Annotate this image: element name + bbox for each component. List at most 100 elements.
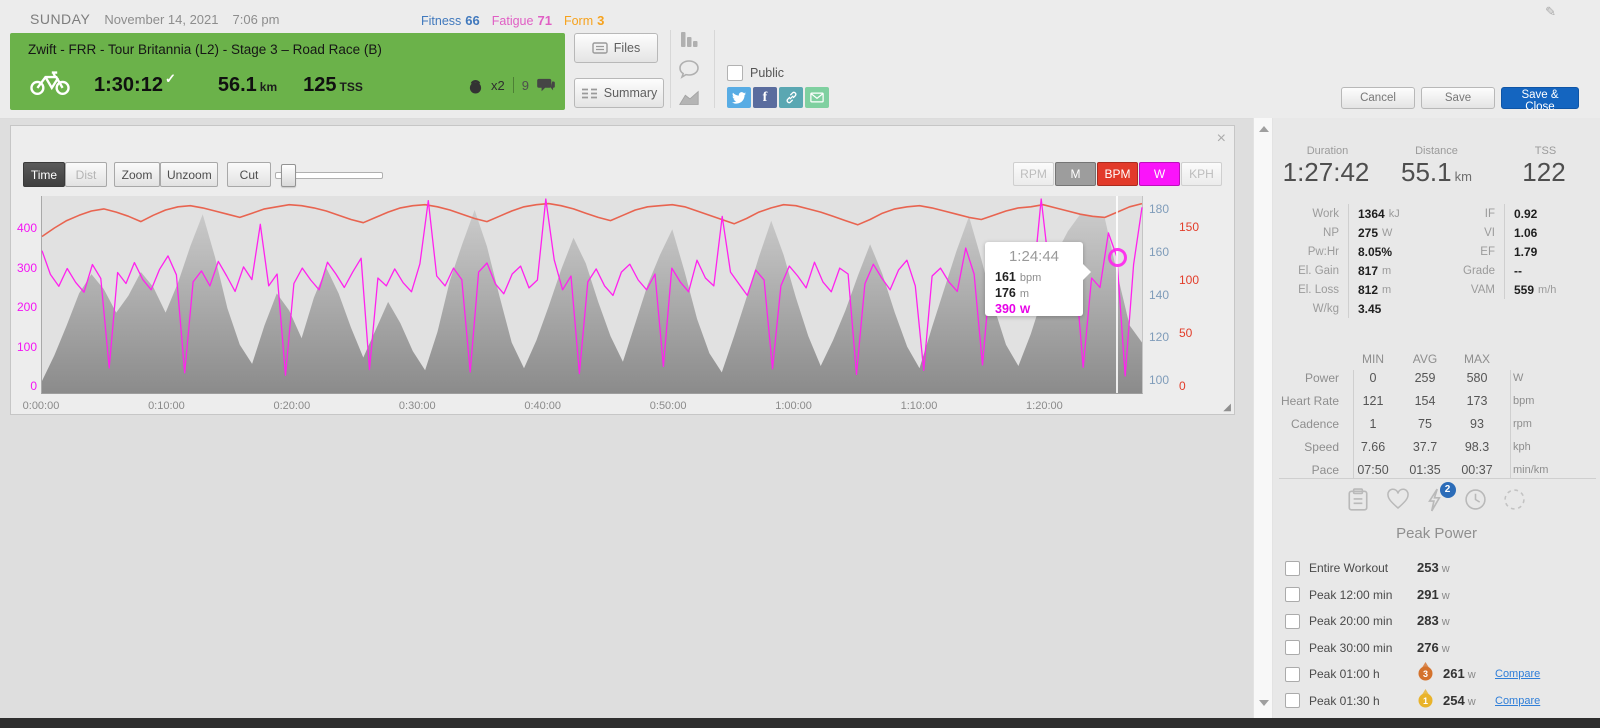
cut-button[interactable]: Cut [227,162,271,187]
resize-handle-icon[interactable]: ◢ [1223,402,1231,413]
channel-toggle[interactable]: W [1139,162,1180,186]
chart-panel: × Time Dist Zoom Unzoom Cut RPM M BPM W … [10,125,1235,415]
compare-link[interactable]: Compare [1495,668,1541,681]
zones-tab-icon[interactable] [1503,488,1527,512]
channel-toggle[interactable]: M [1055,162,1096,186]
mam-unit: W [1513,371,1524,384]
peak-power-list: Entire Workout 253 w Peak 12:00 min 291 w … [1279,555,1596,714]
peak-row: Peak 30:00 min 276 w [1279,635,1596,662]
comments-icon[interactable] [537,78,555,93]
smoothing-slider-track[interactable] [275,172,383,179]
summary-label: Duration [1306,145,1349,157]
channel-toggle[interactable]: BPM [1097,162,1138,186]
tooltip-power: 390 W [995,302,1031,316]
zoom-button[interactable]: Zoom [114,162,160,187]
mam-max: 98.3 [1464,439,1490,454]
stat-label: Pw:Hr [1307,245,1339,258]
files-button[interactable]: Files [574,33,658,63]
dist-toggle[interactable]: Dist [65,162,107,187]
stats-left: Work 1364 kJ NP 275 W Pw:Hr 8.05% El. [1281,204,1400,318]
elevation-axis-tick: 160 [1149,244,1170,259]
mam-unit: min/km [1513,463,1549,476]
x-axis-tick: 1:00:00 [775,400,812,412]
workout-distance: 56.1 [217,73,257,96]
facebook-icon[interactable]: f [753,87,777,108]
stat-value: -- [1504,261,1526,280]
stat-label: Grade [1463,264,1495,277]
peak-checkbox[interactable] [1285,560,1300,576]
area-chart-icon[interactable] [678,88,700,108]
elevation-axis-tick: 120 [1149,330,1170,345]
heart-rate-tab-icon[interactable] [1386,488,1410,512]
peak-checkbox[interactable] [1285,666,1300,682]
chart-plot[interactable] [41,196,1143,394]
peak-checkbox[interactable] [1285,693,1300,709]
workout-banner[interactable]: Zwift - FRR - Tour Britannia (L2) - Stag… [10,33,565,110]
summary-cell: Distance 55.1 km [1382,145,1491,188]
summary-totals: Duration 1:27:42 Distance 55.1 km TSS 122 [1273,145,1600,188]
tooltip-elevation: 176 m [995,286,1030,300]
stat-label: VI [1484,226,1495,239]
smoothing-slider-handle[interactable] [281,164,296,187]
twitter-icon[interactable] [727,87,751,108]
mam-avg: 01:35 [1409,462,1441,477]
scroll-up-icon[interactable] [1259,126,1269,132]
notes-tab-icon[interactable] [1347,488,1371,512]
scroll-down-icon[interactable] [1259,700,1269,706]
summary-label: Summary [603,86,658,100]
edit-icon[interactable]: ✎ [1545,4,1556,19]
divider [512,77,514,93]
stat-value: 817 m [1348,261,1391,280]
mam-header: MIN AVG MAX [1279,352,1596,366]
summary-button[interactable]: Summary [574,78,664,108]
tooltip-time: 1:24:44 [1008,248,1060,265]
public-toggle: Public [727,65,784,81]
unzoom-button[interactable]: Unzoom [160,162,218,187]
stat-row: El. Gain 817 m [1281,261,1400,280]
peaks-tab-icon[interactable]: 2 [1425,482,1456,512]
compare-link[interactable]: Compare [1495,694,1541,707]
channel-toggle[interactable]: RPM [1013,162,1054,186]
save-close-button[interactable]: Save & Close [1501,87,1579,113]
peak-label: Entire Workout [1309,561,1389,576]
comment-icon[interactable] [678,59,700,79]
bar-chart-icon[interactable] [678,28,700,50]
mam-unit: bpm [1513,394,1535,407]
channel-toggle[interactable]: KPH [1181,162,1222,186]
peak-label: Peak 12:00 min [1309,587,1393,602]
stat-label: El. Gain [1298,264,1339,277]
min-avg-max-table: MIN AVG MAX Power 0 259 580 W H [1279,346,1596,479]
public-checkbox[interactable] [727,65,743,81]
stat-value: 0.92 [1504,204,1541,223]
time-tab-icon[interactable] [1464,488,1488,512]
cancel-button[interactable]: Cancel [1341,87,1415,109]
mam-min: 7.66 [1360,439,1386,454]
peak-checkbox[interactable] [1285,613,1300,629]
peak-row: Entire Workout 253 w [1279,555,1596,582]
svg-text:1: 1 [1423,696,1428,706]
completed-check-icon: ✓ [164,71,176,86]
mam-header-min: MIN [1362,352,1384,366]
stat-row: IF 0.92 [1431,204,1556,223]
close-icon[interactable]: × [1216,130,1226,147]
power-axis-tick: 0 [30,379,37,393]
metric: Form 3 [564,13,604,28]
email-icon[interactable] [805,87,829,108]
peak-checkbox[interactable] [1285,640,1300,656]
time-toggle[interactable]: Time [23,162,65,187]
peak-checkbox[interactable] [1285,587,1300,603]
metric-label: Fitness [421,14,462,28]
peak-value: 283 w [1417,613,1450,629]
peak-value: 253 w [1417,560,1450,576]
banner-meta: x2 9 [468,77,555,94]
sidebar-scrollbar[interactable] [1253,118,1273,718]
x-axis-tick: 0:40:00 [524,400,562,412]
stats-right: IF 0.92 VI 1.06 EF 1.79 Grade [1431,204,1556,299]
peak-row: Peak 01:00 h 3 261 w Compare [1279,661,1596,688]
stat-value: 1.06 [1504,223,1541,242]
link-icon[interactable] [779,87,803,108]
mam-unit: kph [1513,440,1531,453]
stat-row: Pw:Hr 8.05% [1281,242,1400,261]
divider [1353,370,1354,478]
save-button[interactable]: Save [1421,87,1495,109]
